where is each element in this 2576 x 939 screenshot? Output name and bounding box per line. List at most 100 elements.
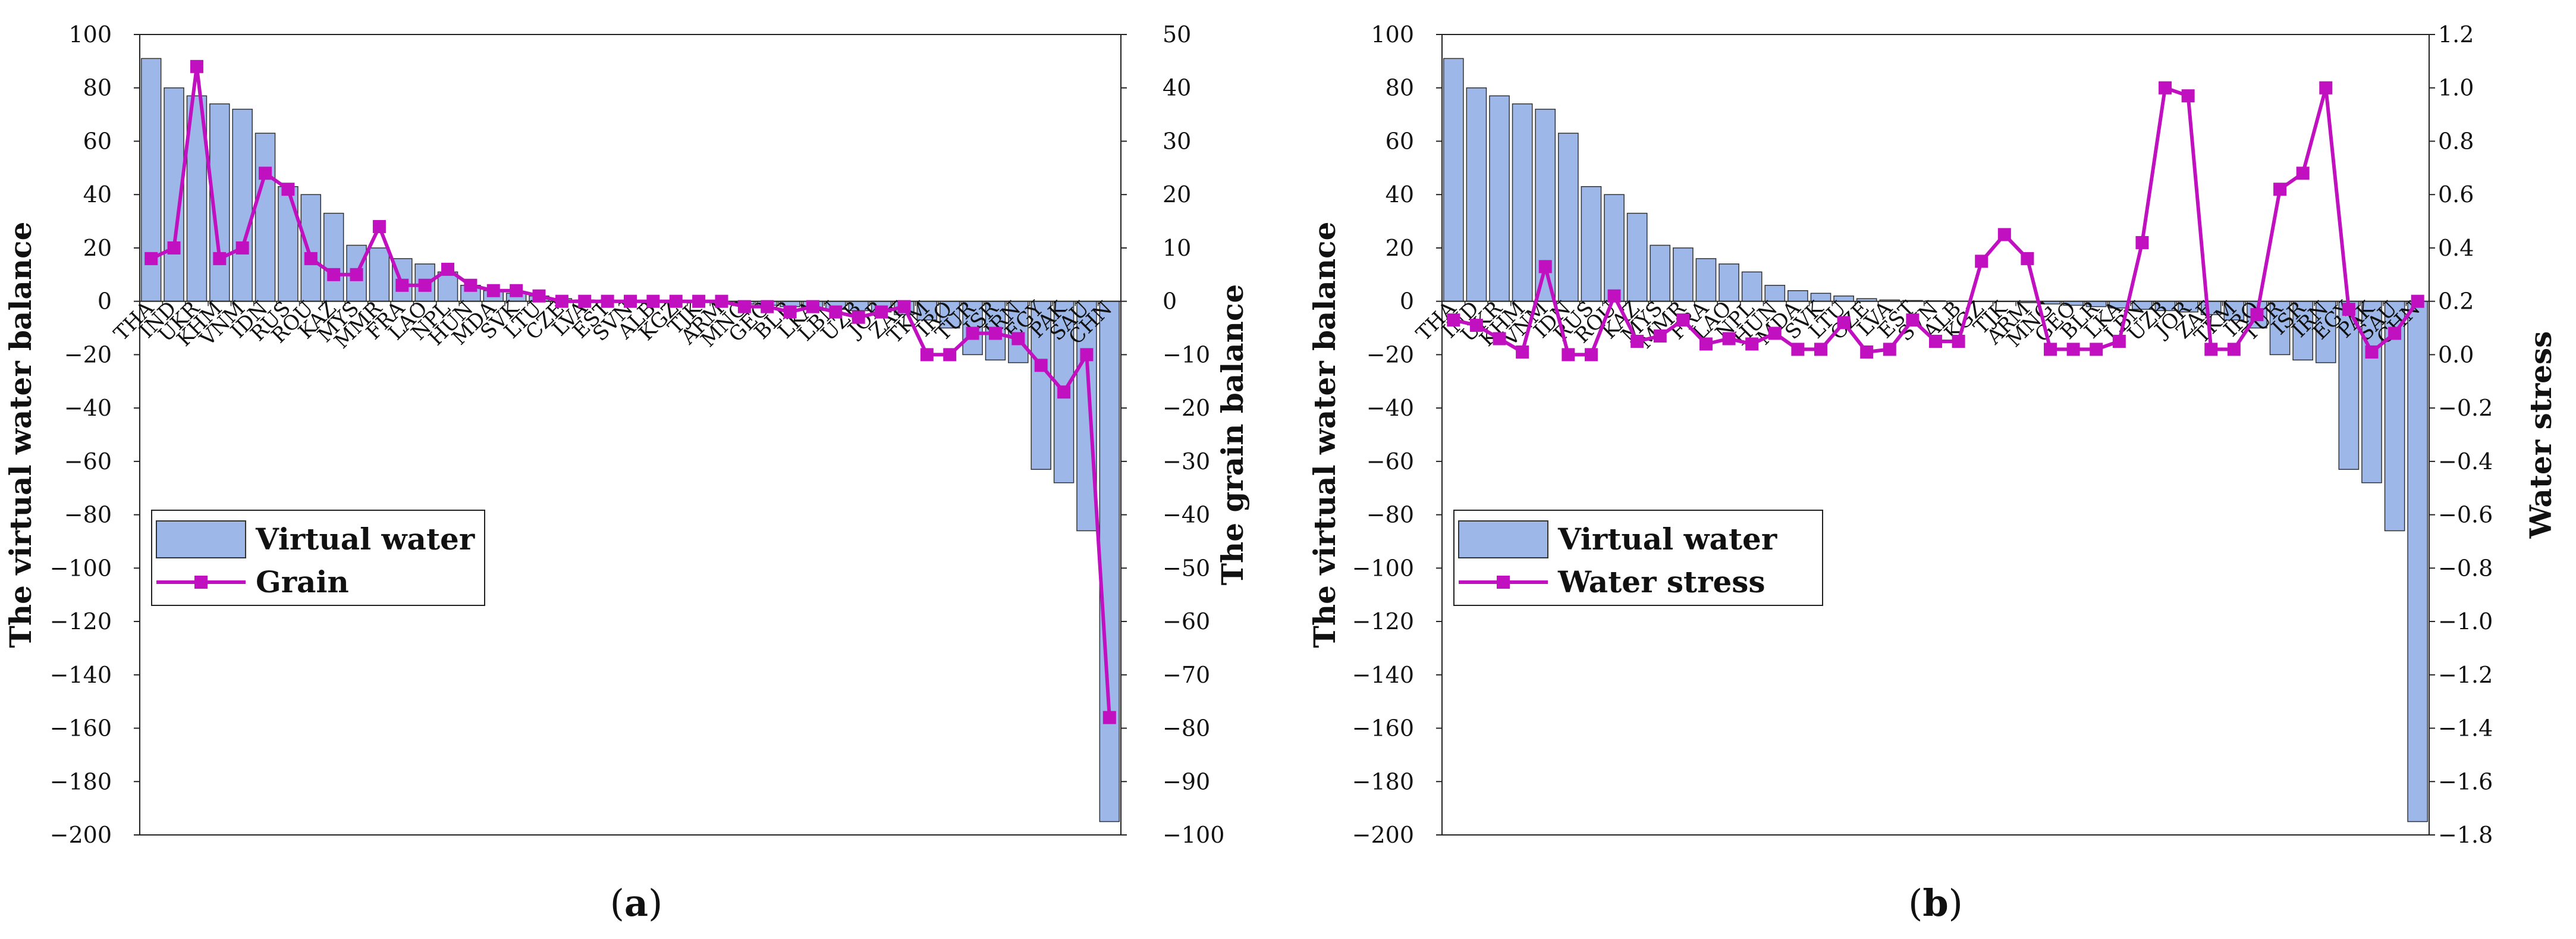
- y2-axis-title: The grain balance: [1215, 284, 1250, 586]
- line-marker: [806, 300, 819, 313]
- right-tick-label: −70: [1163, 662, 1210, 688]
- line-marker: [1860, 345, 1874, 359]
- line-marker: [1447, 313, 1460, 327]
- bar: [255, 133, 276, 302]
- bar: [300, 194, 322, 302]
- line-marker: [2227, 343, 2241, 356]
- line-marker: [2044, 343, 2057, 356]
- line-marker: [235, 241, 249, 255]
- left-tick-label: −180: [50, 768, 112, 794]
- line-marker: [897, 300, 911, 313]
- left-tick-label: −40: [1366, 395, 1414, 421]
- line-marker: [578, 294, 592, 308]
- left-tick-label: −140: [1352, 662, 1414, 688]
- bar: [1764, 284, 1786, 302]
- line-marker: [2296, 167, 2310, 180]
- right-tick-label: 0.8: [2438, 128, 2474, 154]
- line-marker: [1745, 337, 1759, 351]
- right-tick-label: −40: [1163, 502, 1210, 528]
- bar: [2361, 300, 2382, 483]
- line-marker: [646, 294, 660, 308]
- bar: [1489, 95, 1510, 302]
- right-tick-label: 20: [1163, 181, 1191, 208]
- line-marker: [1516, 345, 1529, 359]
- line-marker: [1631, 334, 1644, 348]
- bar: [1695, 258, 1717, 302]
- left-tick-label: −80: [1366, 502, 1414, 528]
- line-marker: [1975, 255, 1988, 268]
- y-axis-title: The virtual water balance: [1307, 222, 1342, 648]
- legend-line-marker: [194, 576, 208, 589]
- line-marker: [213, 252, 227, 265]
- line-marker: [1469, 319, 1483, 332]
- bar: [1099, 300, 1120, 822]
- bar: [1466, 87, 1487, 302]
- line-marker: [1607, 289, 1621, 303]
- line-marker: [395, 278, 409, 292]
- bar: [1604, 194, 1625, 302]
- y2-axis-title: Water stress: [2523, 331, 2558, 539]
- line-marker: [2342, 303, 2355, 316]
- left-tick-label: −20: [64, 341, 112, 368]
- line-marker: [2388, 326, 2402, 340]
- caption-part: ): [648, 881, 662, 925]
- line-marker: [1080, 348, 1094, 362]
- line-marker: [2112, 334, 2126, 348]
- line-marker: [2066, 343, 2080, 356]
- right-tick-label: 30: [1163, 128, 1191, 154]
- right-tick-label: −20: [1163, 395, 1210, 421]
- line-marker: [167, 241, 181, 255]
- line-marker: [1997, 228, 2011, 241]
- line-marker: [1493, 332, 1506, 346]
- line-marker: [1883, 343, 1896, 356]
- line-marker: [1768, 326, 1782, 340]
- left-tick-label: 80: [1386, 75, 1414, 101]
- line-marker: [601, 294, 614, 308]
- line-marker: [464, 278, 477, 292]
- left-tick-label: −200: [50, 822, 112, 848]
- plot-frame: [1441, 34, 2430, 836]
- line-marker: [2135, 235, 2149, 249]
- bar: [1008, 300, 1029, 363]
- left-tick-label: −160: [50, 715, 112, 742]
- right-tick-label: −50: [1163, 555, 1210, 581]
- line-marker: [1102, 711, 1116, 724]
- left-tick-label: 60: [1386, 128, 1414, 154]
- line-marker: [350, 268, 363, 281]
- bar: [1672, 247, 1694, 302]
- bar: [916, 300, 938, 321]
- left-tick-label: 80: [83, 75, 112, 101]
- line-marker: [1952, 334, 1965, 348]
- line-marker: [555, 294, 568, 308]
- left-tick-label: −100: [50, 555, 112, 581]
- left-tick-label: −100: [1352, 555, 1414, 581]
- line-marker: [2021, 252, 2034, 265]
- left-tick-label: −120: [50, 608, 112, 635]
- legend-line-marker: [1497, 576, 1510, 589]
- left-tick-label: −120: [1352, 608, 1414, 635]
- left-tick-label: −20: [1366, 341, 1414, 368]
- legend: Virtual water Water stress: [1453, 510, 1823, 606]
- line-marker: [1814, 343, 1827, 356]
- right-tick-label: −1.6: [2438, 768, 2493, 794]
- left-tick-label: 20: [1386, 235, 1414, 261]
- line-marker: [372, 220, 386, 234]
- right-tick-label: −0.4: [2438, 448, 2493, 475]
- line-marker: [259, 167, 272, 180]
- right-tick-label: −60: [1163, 608, 1210, 635]
- caption-part: b: [1922, 881, 1948, 925]
- line-marker: [783, 305, 797, 319]
- right-tick-label: −1.2: [2438, 662, 2493, 688]
- bar: [1443, 58, 1464, 302]
- line-marker: [532, 289, 546, 303]
- bar: [2292, 300, 2314, 361]
- right-tick-label: −1.4: [2438, 715, 2493, 742]
- line-marker: [1011, 332, 1025, 346]
- line-marker: [988, 326, 1002, 340]
- line-marker: [852, 310, 865, 324]
- caption-part: a: [624, 881, 648, 925]
- line-marker: [418, 278, 432, 292]
- line-marker: [2204, 343, 2218, 356]
